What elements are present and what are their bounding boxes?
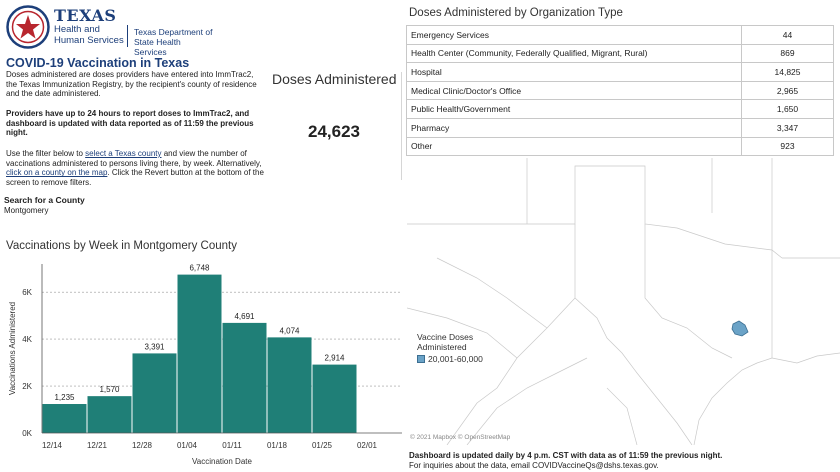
state-border-1 [407, 165, 783, 259]
select-county-link[interactable]: select a Texas county [85, 149, 162, 158]
org-row[interactable]: Health Center (Community, Federally Qual… [406, 43, 834, 64]
providers-note: Providers have up to 24 hours to report … [6, 109, 254, 138]
bar-value-label: 4,691 [234, 312, 255, 321]
org-row[interactable]: Medical Clinic/Doctor's Office 2,965 [406, 80, 834, 101]
x-tick-label: 01/25 [312, 441, 333, 450]
org-name-cell: Emergency Services [406, 25, 742, 45]
weekly-vaccinations-chart[interactable]: 0K 2K 4K 6K 1,235 1,570 3,391 6,748 4,691 4,074 2,… [0, 256, 404, 470]
org-name-cell: Other [406, 136, 742, 157]
org-value-cell: 44 [741, 25, 834, 45]
chart-bar[interactable] [87, 396, 132, 433]
mexico-border [574, 297, 693, 445]
map-attribution[interactable]: © 2021 Mapbox © OpenStreetMap [410, 434, 511, 441]
org-row[interactable]: Public Health/Government 1,650 [406, 99, 834, 119]
org-name-cell: Pharmacy [406, 117, 742, 138]
org-name-cell: Public Health/Government [406, 99, 742, 119]
map-canvas[interactable] [407, 158, 840, 445]
org-value-cell: 1,650 [741, 99, 834, 119]
state-border-2 [644, 224, 733, 359]
hhs-logo: TEXAS Health and Human Services Texas De… [4, 3, 214, 57]
org-value-cell: 3,347 [741, 117, 834, 138]
y-tick-label: 6K [22, 288, 32, 297]
y-tick-label: 4K [22, 335, 32, 344]
org-value-cell: 869 [741, 43, 834, 64]
org-value-cell: 14,825 [741, 62, 834, 82]
y-axis-title: Vaccinations Administered [8, 302, 17, 395]
x-axis-title: Vaccination Date [192, 457, 252, 466]
mexico-interior-3 [436, 257, 548, 329]
org-value-cell: 923 [741, 136, 834, 157]
texas-seal-icon [6, 5, 50, 49]
x-tick-label: 02/01 [357, 441, 378, 450]
y-tick-label: 2K [22, 382, 32, 391]
dshs-wordmark: Texas Department of State Health Service… [134, 27, 214, 57]
map-legend: Vaccine Doses Administered 20,001-60,000 [417, 332, 487, 364]
org-type-table: Emergency Services 44 Health Center (Commu… [406, 25, 834, 157]
x-tick-label: 01/11 [222, 441, 242, 450]
map-legend-row: 20,001-60,000 [417, 354, 487, 364]
x-tick-label: 01/04 [177, 441, 198, 450]
footer-update-note: Dashboard is updated daily by 4 p.m. CST… [409, 451, 723, 460]
logo-main-text: TEXAS [54, 6, 117, 25]
texas-county-map[interactable]: Vaccine Doses Administered 20,001-60,000… [407, 158, 840, 445]
filter-text-3: . Click the Revert button at the bottom … [6, 168, 264, 187]
legend-swatch [417, 355, 425, 363]
panel-divider [401, 72, 402, 180]
y-tick-label: 0K [22, 429, 32, 438]
map-legend-title: Vaccine Doses Administered [417, 332, 474, 352]
intro-text: Doses administered are doses providers h… [6, 70, 257, 99]
hhs-wordmark: TEXAS Health and Human Services [54, 7, 130, 46]
mexico-interior-1 [407, 307, 518, 359]
coastline [693, 357, 773, 445]
org-row[interactable]: Hospital 14,825 [406, 62, 834, 82]
montgomery-county-shape[interactable] [731, 320, 749, 337]
map-boundaries [407, 158, 840, 445]
page-title: COVID-19 Vaccination in Texas [6, 56, 190, 70]
click-county-map-link[interactable]: click on a county on the map [6, 168, 108, 178]
chart-bar[interactable] [312, 364, 357, 433]
chart-bar[interactable] [267, 337, 312, 433]
chart-bar[interactable] [222, 322, 267, 433]
x-tick-label: 01/18 [267, 441, 288, 450]
chart-bar[interactable] [132, 353, 177, 433]
filter-text-2: and view the number of vaccinations admi… [6, 149, 262, 168]
bar-value-label: 2,914 [324, 354, 345, 363]
dshs-line-1: Texas Department of [134, 27, 213, 37]
logo-divider [127, 25, 128, 47]
doses-administered-total: 24,623 [308, 122, 360, 141]
x-tick-label: 12/28 [132, 441, 153, 450]
chart-title: Vaccinations by Week in Montgomery Count… [6, 240, 237, 252]
org-value-cell: 2,965 [741, 80, 834, 101]
footer-inquiry: For inquiries about the data, email COVI… [409, 461, 659, 470]
mexico-interior-4 [606, 387, 638, 445]
chart-bar[interactable] [42, 404, 87, 433]
org-name-cell: Health Center (Community, Federally Qual… [406, 43, 742, 64]
dshs-line-2: State Health Services [134, 37, 181, 57]
filter-text-1: Use the filter below to [6, 149, 86, 158]
map-legend-item: 20,001-60,000 [428, 354, 483, 364]
mexico-interior-2 [466, 357, 588, 445]
x-tick-label: 12/14 [42, 441, 63, 450]
org-row[interactable]: Other 923 [406, 136, 834, 157]
logo-sub-text: Health and Human Services [54, 24, 124, 46]
org-name-cell: Medical Clinic/Doctor's Office [406, 80, 742, 101]
bar-value-label: 3,391 [144, 342, 165, 351]
louisiana-coast [771, 352, 840, 364]
org-row[interactable]: Emergency Services 44 [406, 25, 834, 45]
bar-value-label: 1,570 [99, 385, 120, 394]
chart-bar[interactable] [177, 274, 222, 433]
bar-value-label: 1,235 [54, 393, 75, 402]
bar-value-label: 6,748 [189, 264, 210, 273]
doses-administered-heading: Doses Administered [272, 71, 397, 87]
x-tick-label: 12/21 [87, 441, 108, 450]
org-row[interactable]: Pharmacy 3,347 [406, 117, 834, 138]
filter-instructions: Use the filter below to select a Texas c… [6, 149, 268, 187]
org-type-title: Doses Administered by Organization Type [409, 7, 623, 19]
bar-value-label: 4,074 [279, 326, 300, 335]
county-search-label: Search for a County [4, 195, 85, 205]
org-name-cell: Hospital [406, 62, 742, 82]
county-filter-value[interactable]: Montgomery [4, 206, 49, 215]
